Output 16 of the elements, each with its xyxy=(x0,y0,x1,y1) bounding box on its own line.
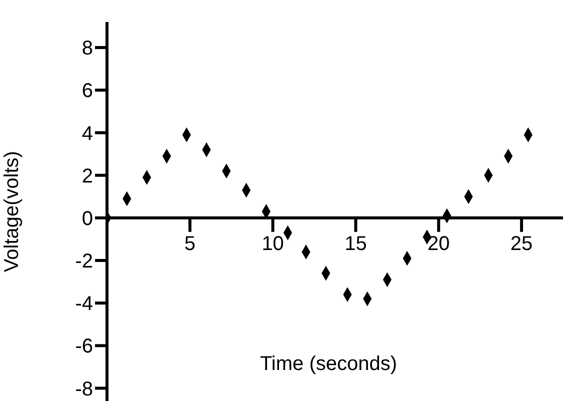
x-tick-label: 15 xyxy=(344,232,367,255)
x-tick-label: 5 xyxy=(184,232,196,255)
y-axis-title: Voltage(volts) xyxy=(1,150,24,272)
y-tick-label: 2 xyxy=(82,165,93,188)
y-tick-label: 8 xyxy=(82,38,93,60)
x-tick-label: 20 xyxy=(428,232,450,255)
x-tick-label: 25 xyxy=(510,232,533,255)
y-tick-label: -6 xyxy=(75,336,93,358)
x-axis-title: Time (seconds) xyxy=(260,353,398,375)
x-tick-label: 10 xyxy=(262,232,284,255)
y-tick-label: 0 xyxy=(82,208,93,230)
y-tick-label: -8 xyxy=(75,378,93,400)
y-tick-label: -2 xyxy=(75,250,93,273)
y-tick-label: 6 xyxy=(82,80,93,102)
y-tick-label: 4 xyxy=(82,122,93,145)
y-tick-label: -4 xyxy=(75,293,93,316)
